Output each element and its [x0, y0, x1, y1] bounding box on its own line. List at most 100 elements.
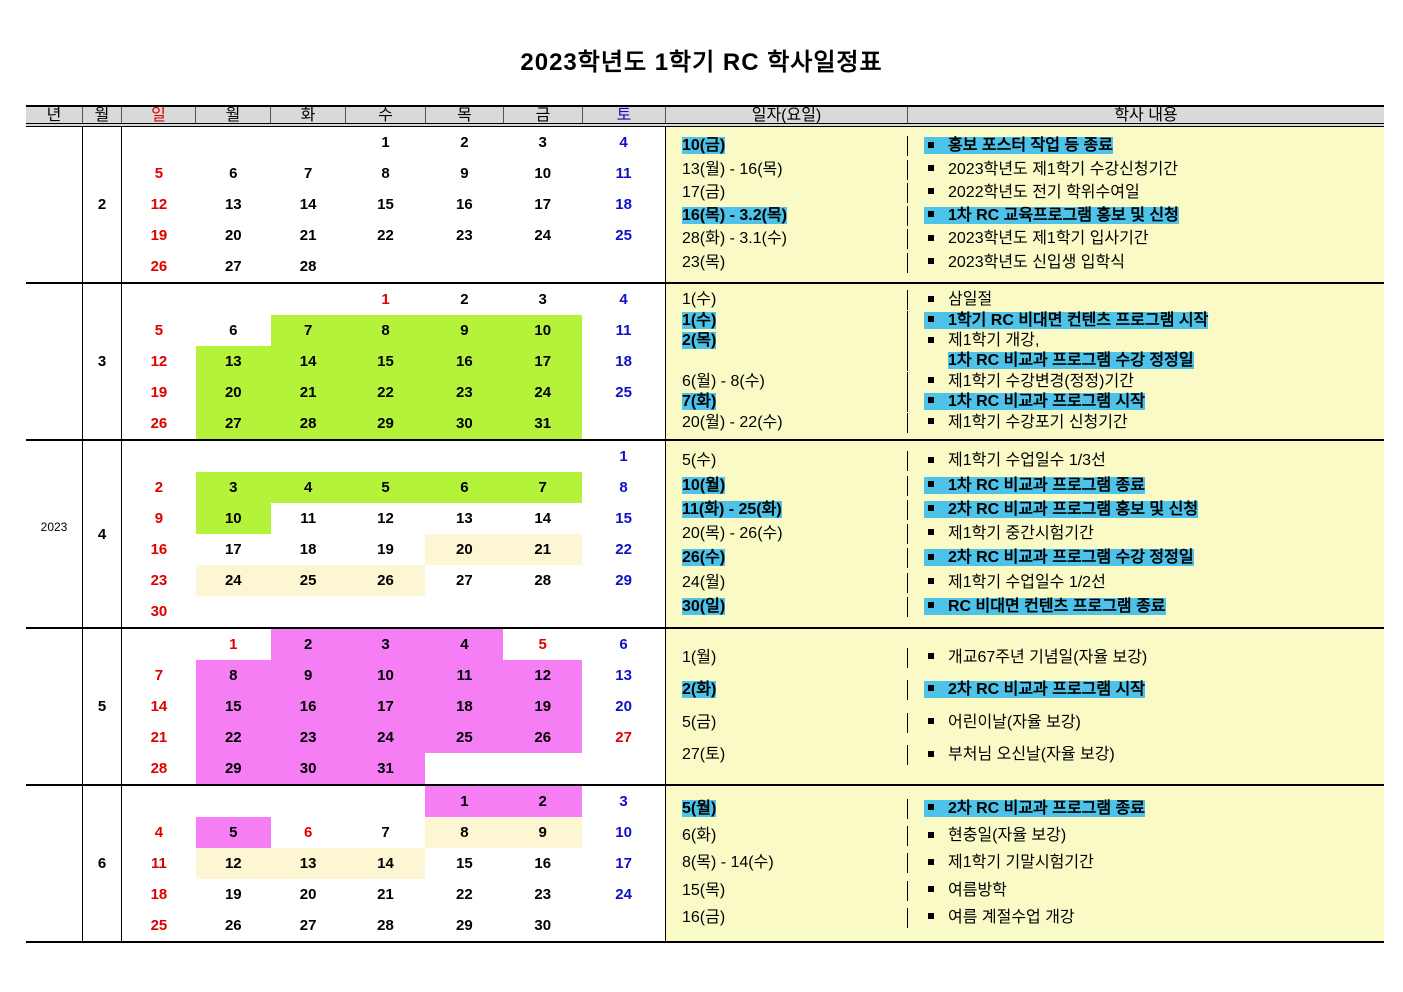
day-cell: 22 — [377, 227, 394, 244]
day-cell: 20 — [299, 886, 317, 903]
day-cell — [196, 284, 271, 315]
day-cell: 7 — [303, 165, 313, 182]
week-row: 26 27 28 — [122, 251, 665, 282]
day-cell: 3 — [195, 472, 271, 503]
event-text: 2023학년도 신입생 입학식 — [948, 253, 1125, 271]
event-date: 1(수) — [666, 290, 908, 311]
event-line: 2차 RC 비교과 프로그램 종료 — [924, 800, 1145, 818]
day-cell: 29 — [456, 917, 473, 934]
year-cell — [26, 786, 82, 941]
day-cell: 10 — [534, 165, 552, 182]
day-cell: 2 — [460, 134, 469, 151]
day-cell — [196, 786, 271, 817]
day-cell: 25 — [615, 384, 632, 401]
day-cell: 1 — [619, 448, 628, 465]
event-row: 2(목) 제1학기 개강, 1차 RC 비교과 프로그램 수강 정정일 — [666, 331, 1384, 372]
event-content: 여름 계절수업 개강 — [908, 908, 1384, 928]
event-line: 여름 계절수업 개강 — [924, 909, 1075, 926]
week-row: 30 — [122, 596, 665, 627]
day-cell — [503, 441, 582, 472]
event-content: 제1학기 기말시험기간 — [908, 853, 1384, 873]
month-block-2: 2 1 2 3 4 5 6 7 8 9 10 11 12 13 14 15 16 17 18 19 20 21 22 23 24… — [26, 127, 1384, 284]
day-cell: 11 — [615, 322, 632, 339]
day-cell — [196, 441, 271, 472]
event-line: 2차 RC 비교과 프로그램 홍보 및 신청 — [924, 500, 1199, 518]
event-line: 2023학년도 제1학기 입사기간 — [924, 230, 1149, 247]
day-cell: 8 — [619, 479, 628, 496]
day-cell: 24 — [615, 886, 632, 903]
day-cell: 14 — [299, 196, 317, 213]
day-cell — [425, 251, 503, 282]
day-cell: 4 — [619, 291, 628, 308]
event-date: 17(금) — [666, 182, 908, 203]
event-content: 제1학기 수업일수 1/3선 — [908, 451, 1384, 471]
month-block-6: 6 1 2 3 4 5 6 7 8 9 10 11 12 13 14 15 16 17 18 19 20 21 22 23 24… — [26, 786, 1384, 943]
bullet-icon — [928, 164, 934, 171]
day-cell: 14 — [534, 510, 552, 527]
day-cell: 24 — [345, 722, 426, 753]
day-cell: 19 — [224, 886, 242, 903]
day-cell: 24 — [195, 565, 271, 596]
day-cell — [425, 596, 503, 627]
event-content: 2차 RC 비교과 프로그램 종료 — [908, 799, 1384, 819]
week-row: 1 — [122, 441, 665, 472]
events-panel: 10(금) 홍보 포스터 작업 등 종료 13(월) - 16(목) 2023학년도 … — [665, 127, 1384, 282]
events-panel: 1(수) 삼일절 1(수) 1학기 RC 비대면 컨텐츠 프로그램 시작 2(목) 제1학… — [665, 284, 1384, 439]
header-year: 년 — [46, 107, 62, 124]
bullet-icon — [928, 480, 934, 487]
event-content: 2023학년도 제1학기 입사기간 — [908, 229, 1384, 249]
event-text: 제1학기 수강변경(정정)기간 — [948, 372, 1134, 390]
week-row: 21 22 23 24 25 26 27 — [122, 722, 665, 753]
day-cell: 10 — [615, 824, 632, 841]
bullet-icon — [928, 141, 934, 148]
bullet-icon — [928, 211, 934, 218]
day-cell: 4 — [270, 472, 346, 503]
event-text: 여름방학 — [948, 881, 1007, 899]
day-cell: 7 — [270, 315, 346, 346]
day-cell: 20 — [195, 377, 271, 408]
event-line: RC 비대면 컨텐츠 프로그램 종료 — [924, 597, 1166, 615]
day-cell: 5 — [538, 636, 547, 653]
month-label: 5 — [82, 629, 121, 784]
event-line: 2023학년도 제1학기 수강신청기간 — [924, 161, 1178, 178]
day-cell: 8 — [195, 660, 271, 691]
week-row: 19 20 21 22 23 24 25 — [122, 220, 665, 251]
event-line: 1차 RC 비교과 프로그램 종료 — [924, 476, 1145, 494]
day-cell: 17 — [503, 346, 583, 377]
events-panel: 1(월) 개교67주년 기념일(자율 보강) 2(화) 2차 RC 비교과 프로그램 … — [665, 629, 1384, 784]
event-text: 2차 RC 비교과 프로그램 시작 — [948, 681, 1145, 699]
day-cell: 26 — [503, 722, 583, 753]
month-label: 2 — [82, 127, 121, 282]
event-date-text: 24(월) — [682, 573, 726, 591]
event-line: 현충일(자율 보강) — [924, 827, 1066, 844]
event-text: 1차 RC 비교과 프로그램 시작 — [948, 393, 1145, 411]
event-line: 제1학기 중간시험기간 — [924, 525, 1094, 542]
bullet-icon — [928, 858, 934, 865]
day-cell: 28 — [270, 408, 346, 439]
event-content: 개교67주년 기념일(자율 보강) — [908, 648, 1384, 668]
day-cell — [122, 284, 196, 315]
event-date-text: 16(금) — [682, 908, 726, 926]
day-cell — [346, 786, 426, 817]
week-row: 7 8 9 10 11 12 13 — [122, 660, 665, 691]
events-panel: 5(월) 2차 RC 비교과 프로그램 종료 6(화) 현충일(자율 보강) 8(목) … — [665, 786, 1384, 941]
day-cell: 11 — [615, 165, 632, 182]
event-row: 7(화) 1차 RC 비교과 프로그램 시작 — [666, 392, 1384, 413]
event-row: 16(목) - 3.2(목) 1차 RC 교육프로그램 홍보 및 신청 — [666, 206, 1384, 227]
day-cell — [582, 596, 665, 627]
day-cell: 30 — [534, 917, 552, 934]
event-text: 2023학년도 제1학기 입사기간 — [948, 230, 1149, 248]
event-text: 부처님 오신날(자율 보강) — [948, 746, 1115, 764]
event-text: 제1학기 기말시험기간 — [948, 854, 1094, 872]
day-cell: 26 — [150, 415, 168, 432]
day-cell: 23 — [425, 377, 504, 408]
event-row: 17(금) 2022학년도 전기 학위수여일 — [666, 182, 1384, 203]
event-line: 제1학기 수강포기 신청기간 — [924, 414, 1128, 431]
event-text: 2차 RC 비교과 프로그램 수강 정정일 — [948, 549, 1194, 567]
event-text: 1학기 RC 비대면 컨텐츠 프로그램 시작 — [948, 311, 1209, 329]
day-cell — [122, 127, 196, 158]
event-text: 제1학기 개강, — [948, 332, 1040, 350]
day-cell: 21 — [377, 886, 394, 903]
day-cell — [425, 441, 503, 472]
